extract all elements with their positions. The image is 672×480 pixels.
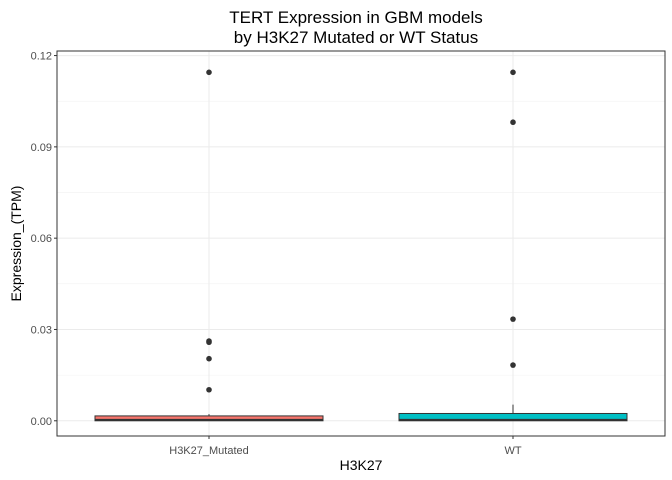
- y-tick-label: 0.09: [31, 142, 52, 154]
- plot-panel: [57, 51, 665, 436]
- outlier-point: [510, 69, 516, 76]
- y-tick-label: 0.03: [31, 324, 52, 336]
- outlier-point: [510, 362, 516, 368]
- box-H3K27_Mutated: [94, 414, 324, 422]
- outlier-point: [206, 69, 212, 76]
- boxes-layer: [94, 404, 628, 422]
- x-axis-label: H3K27: [340, 457, 383, 473]
- outlier-point: [206, 386, 212, 393]
- y-axis: 0.00 0.03 0.06 0.09 0.12: [31, 51, 57, 428]
- box-WT: [398, 404, 628, 422]
- y-tick-label: 0.06: [31, 233, 52, 245]
- y-axis-label: Expression_(TPM): [8, 186, 24, 302]
- y-tick-label: 0.00: [31, 416, 52, 428]
- x-tick-label: WT: [504, 445, 521, 457]
- outlier-point: [206, 339, 212, 346]
- chart-title-line-1: TERT Expression in GBM models: [229, 8, 483, 27]
- outliers-layer: [206, 69, 516, 393]
- x-axis: H3K27_Mutated WT: [169, 436, 522, 457]
- outlier-point: [510, 119, 516, 126]
- x-tick-label: H3K27_Mutated: [169, 445, 249, 457]
- plot-panel-border: [56, 50, 666, 437]
- outlier-point: [206, 355, 212, 362]
- chart-title: TERT Expression in GBM models by H3K27 M…: [229, 8, 483, 47]
- y-tick-label: 0.12: [31, 51, 52, 63]
- chart-title-line-2: by H3K27 Mutated or WT Status: [234, 28, 478, 47]
- outlier-point: [510, 316, 516, 322]
